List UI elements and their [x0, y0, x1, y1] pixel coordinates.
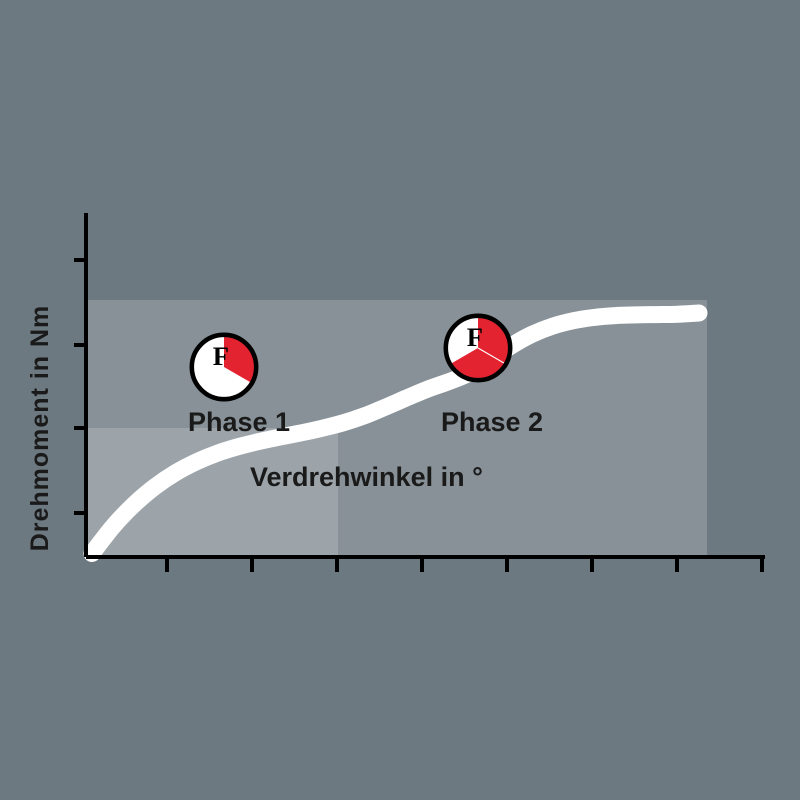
- svg-text:F: F: [467, 322, 483, 352]
- svg-text:F: F: [213, 341, 229, 371]
